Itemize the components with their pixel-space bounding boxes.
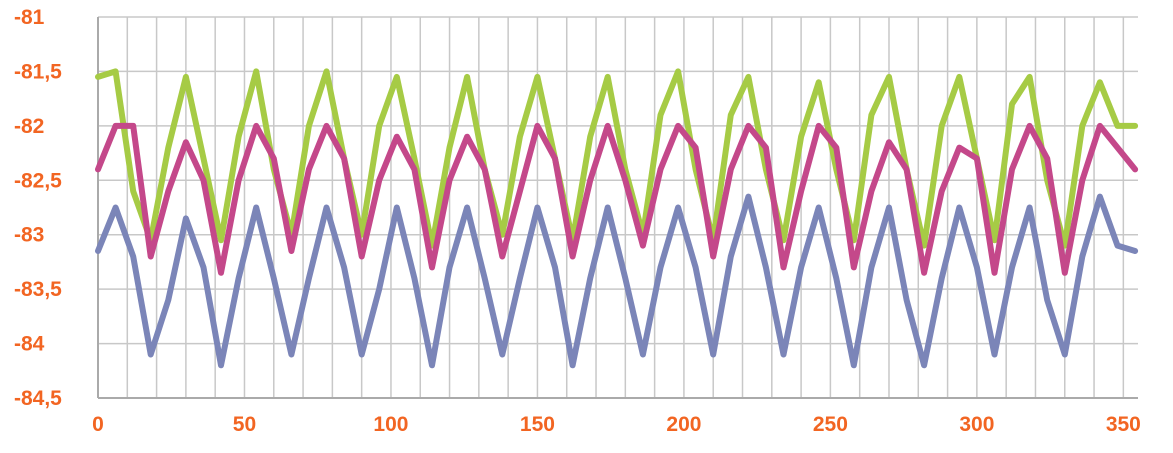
y-tick-label: -83 [14, 224, 44, 247]
x-tick-label: 150 [520, 413, 555, 436]
x-tick-label: 100 [373, 413, 408, 436]
y-tick-label: -83,5 [14, 278, 62, 301]
x-tick-label: 250 [813, 413, 848, 436]
x-tick-label: 200 [666, 413, 701, 436]
y-tick-label: -82,5 [14, 169, 62, 192]
x-tick-label: 350 [1106, 413, 1141, 436]
series-group [95, 68, 1139, 369]
series-line-3 [95, 193, 1139, 369]
y-axis-labels: -81 -81,5 -82 -82,5 -83 -83,5 -84 -84,5 [14, 6, 62, 410]
x-tick-label: 50 [233, 413, 256, 436]
y-tick-label: -84 [14, 333, 45, 356]
series-line-2 [95, 122, 1139, 276]
x-tick-label: 0 [92, 413, 104, 436]
y-tick-label: -81 [14, 6, 45, 29]
y-tick-label: -81,5 [14, 60, 62, 83]
x-axis-labels: 0 50 100 150 200 250 300 350 [92, 413, 1141, 436]
y-tick-label: -82 [14, 115, 44, 138]
x-tick-label: 300 [959, 413, 994, 436]
y-tick-label: -84,5 [14, 387, 62, 410]
